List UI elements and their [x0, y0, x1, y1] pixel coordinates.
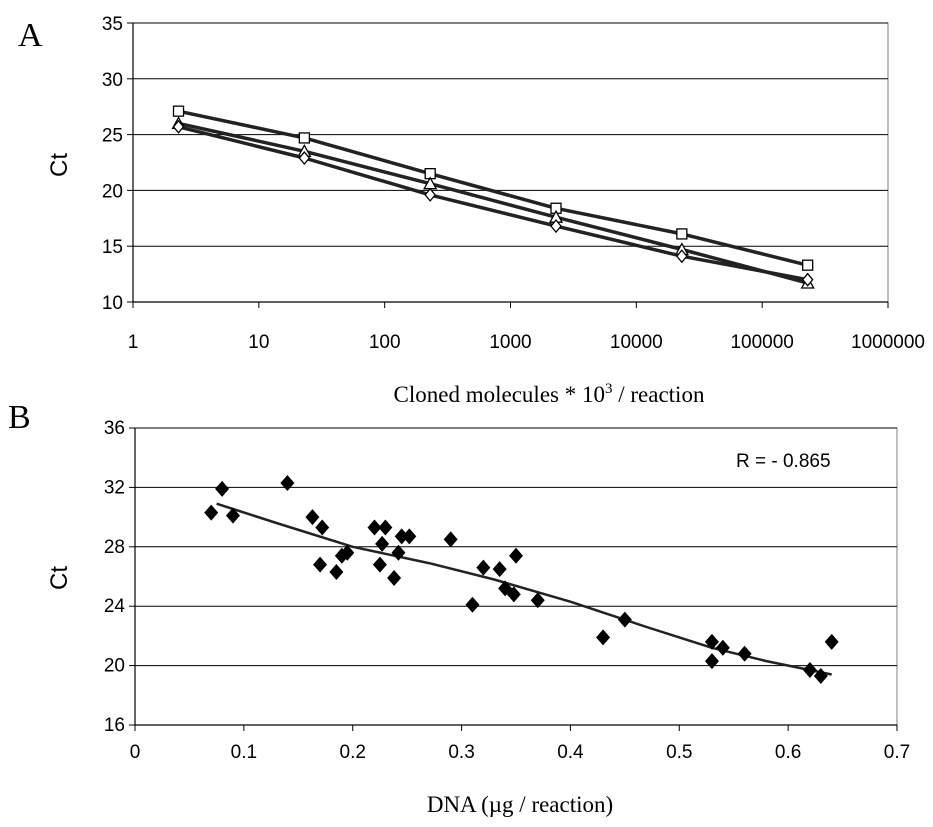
panel-a-series-line-triangle [178, 121, 809, 285]
panel-b-x-axis-label: DNA (µg / reaction) [427, 792, 613, 817]
panel-b-data-point [315, 519, 330, 536]
panel-b-data-point [280, 474, 295, 491]
panel-a-y-tick-label: 30 [102, 70, 123, 91]
panel-b-x-tick-label: 0.7 [884, 742, 910, 763]
panel-a-square-marker [298, 132, 311, 144]
panel-a-plot-area [132, 22, 889, 303]
panel-b-y-axis-label: Ct [46, 566, 73, 590]
panel-b-data-point [215, 480, 230, 497]
panel-b-x-tick-label: 0.6 [775, 742, 801, 763]
panel-b-data-point [313, 556, 328, 573]
panel-b-x-tick-label: 0.4 [557, 742, 584, 763]
panel-a-diamond-marker [424, 187, 437, 202]
panel-b-correlation-label: R = - 0.865 [736, 451, 831, 472]
panel-b-x-tick-label: 0.2 [340, 742, 366, 763]
panel-b-data-point [596, 629, 611, 646]
panel-b-data-point [372, 556, 387, 573]
panel-b-data-point [506, 586, 521, 603]
panel-a-y-tick-label: 35 [102, 14, 123, 35]
panel-b-data-point [443, 531, 458, 548]
panel-b-y-tick-label: 28 [104, 537, 125, 558]
panel-b-data-point [476, 559, 491, 576]
panel-a-square-marker [802, 259, 814, 271]
panel-a-x-tick-label: 10 [248, 332, 269, 353]
panel-b-x-tick-label: 0.5 [666, 742, 692, 763]
panel-b-data-point [492, 561, 507, 578]
panel-a-y-tick-label: 20 [102, 181, 123, 202]
panel-b-data-point [305, 509, 320, 526]
panel-a-x-tick-label: 100000 [730, 332, 793, 353]
panel-b-data-point [402, 528, 417, 545]
panel-a-y-axis-label: Ct [46, 153, 73, 177]
panel-b-data-point [704, 633, 719, 650]
panel-b-plot-area [134, 427, 898, 726]
panel-a-x-tick-label: 1000 [489, 332, 531, 353]
panel-a-square-marker [676, 228, 688, 240]
panel-b-data-point [329, 564, 344, 581]
panel-b-data-point [378, 519, 393, 536]
panel-a-diamond-marker [801, 272, 814, 287]
panel-a-x-tick-label: 100 [369, 332, 401, 353]
panel-a-square-marker [172, 105, 185, 117]
panel-b-data-point [737, 645, 752, 662]
panel-b-y-tick-label: 24 [104, 596, 126, 617]
panel-a-x-axis-label: Cloned molecules * 103 / reaction [394, 381, 705, 407]
panel-b-data-point [530, 592, 545, 609]
panel-b-data-point [375, 535, 390, 552]
panel-b-y-tick-label: 32 [104, 477, 125, 498]
panel-a-series-line-square [178, 109, 809, 267]
panel-b-data-point [802, 662, 817, 679]
panel-b-data-point [704, 653, 719, 670]
panel-b-data-point [813, 667, 828, 684]
panel-a-diamond-marker [676, 249, 688, 264]
panel-a-x-tick-label: 10000 [610, 332, 663, 353]
panel-b-label: B [8, 399, 31, 436]
panel-b-chart: 16 20 24 28 32 36 0 0.1 0.2 0.3 0.4 0.5 0.6 0.7 R = - … [104, 418, 910, 763]
panel-b-data-point [225, 507, 240, 524]
panel-b-y-tick-label: 16 [104, 715, 125, 736]
panel-a-y-tick-label: 15 [102, 237, 123, 258]
panel-b-data-point [391, 544, 406, 561]
panel-b-data-point [824, 633, 839, 650]
panel-b-data-point [715, 639, 730, 656]
panel-a-label: A [18, 17, 43, 54]
panel-b-y-tick-label: 36 [104, 418, 125, 439]
panel-a-x-tick-label: 1 [128, 332, 139, 353]
panel-a-series-line-diamond [178, 125, 809, 282]
panel-b-data-point [387, 569, 402, 586]
panel-b-trend-line [216, 502, 832, 676]
panel-b-data-point [465, 596, 480, 613]
panel-a-diamond-marker [550, 219, 562, 234]
panel-b-x-tick-label: 0.3 [448, 742, 474, 763]
panel-a-diamond-marker [172, 119, 185, 134]
panel-a-diamond-marker [298, 151, 311, 166]
panel-a-y-tick-label: 25 [102, 126, 123, 147]
panel-b-y-tick-label: 20 [104, 656, 125, 677]
panel-b-x-tick-label: 0.1 [231, 742, 257, 763]
panel-a-y-tick-label: 10 [102, 293, 123, 314]
panel-b-data-point [367, 519, 382, 536]
panel-b-data-point [617, 611, 632, 628]
panel-b-x-tick-label: 0 [130, 742, 141, 763]
panel-b-data-point [340, 544, 355, 561]
panel-b-data-point [394, 528, 409, 545]
panel-b-data-point [204, 504, 219, 521]
panel-a-x-tick-label: 1000000 [851, 332, 925, 353]
panel-b-data-point [509, 547, 523, 564]
